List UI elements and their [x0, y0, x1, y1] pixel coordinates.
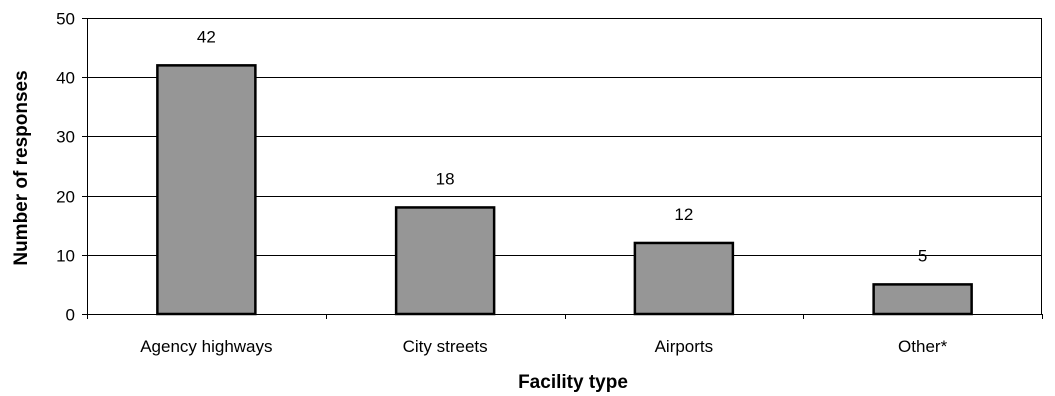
bar [872, 283, 973, 316]
data-label: 5 [918, 246, 927, 265]
data-label: 12 [674, 205, 693, 224]
bar [156, 64, 257, 316]
bar [633, 241, 735, 316]
bars [156, 64, 973, 316]
y-tick-label: 0 [66, 306, 75, 325]
x-tick-label: City streets [403, 337, 488, 356]
y-tick-label: 30 [56, 128, 75, 147]
y-tick-label: 10 [56, 247, 75, 266]
y-tick-label: 50 [56, 10, 75, 29]
y-tick-label: 40 [56, 69, 75, 88]
y-tick-label: 20 [56, 188, 75, 207]
data-label: 18 [436, 169, 455, 188]
data-label: 42 [197, 27, 216, 46]
bar [394, 206, 496, 316]
x-tick-label: Airports [655, 337, 714, 356]
x-tick-label: Agency highways [140, 337, 272, 356]
axes [82, 18, 1043, 319]
labels: 0 10 20 30 40 50 42 Agency highways 18 City stree… [56, 10, 947, 357]
y-axis-title: Number of responses [11, 70, 32, 265]
x-tick-label: Other* [898, 337, 948, 356]
x-axis-title: Facility type [518, 372, 628, 393]
